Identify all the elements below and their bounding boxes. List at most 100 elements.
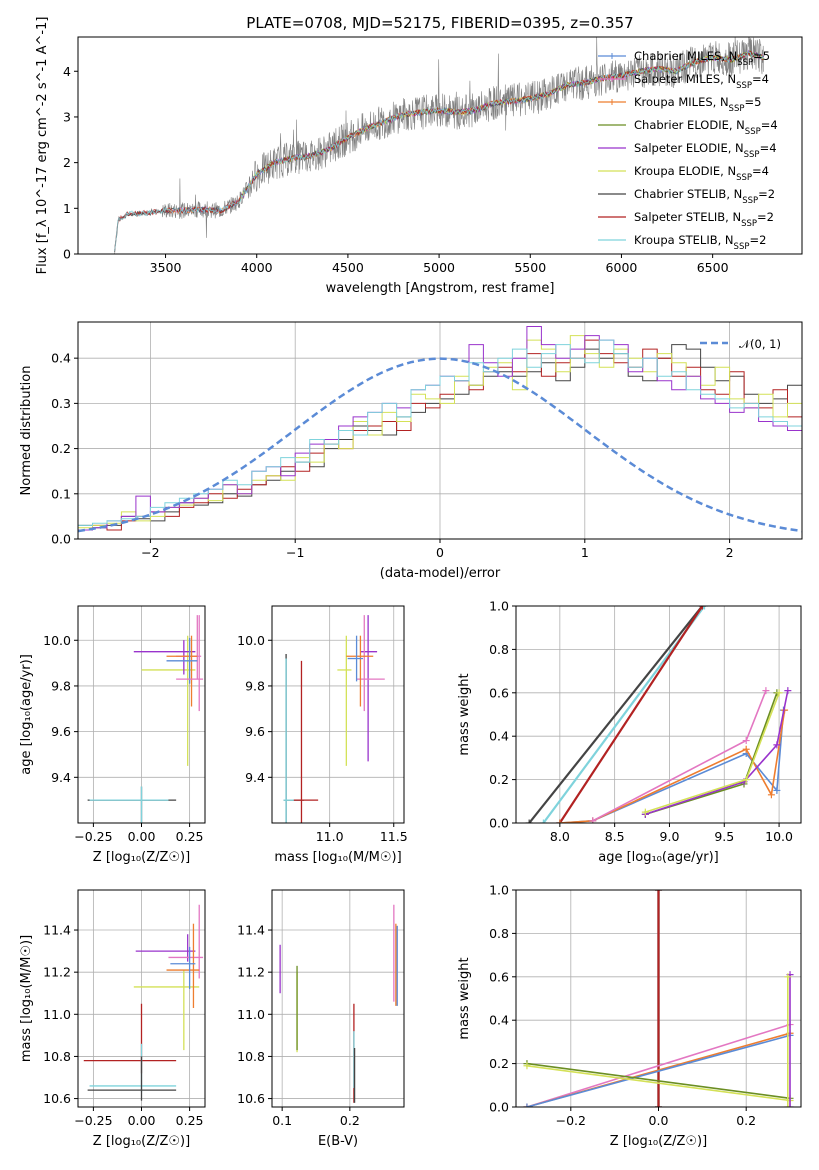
spectrum-xtick-label-2: 4500 [332, 260, 364, 275]
mass_vs_ebv-ytick-label-1: 10.8 [237, 1049, 265, 1064]
mass_vs_Z-ytick-label-0: 10.6 [43, 1091, 71, 1106]
weight_vs_age-marker-salpeter_elodie-7-3 [784, 687, 792, 695]
age_vs_Z-xtick-label-2: 0.25 [176, 829, 204, 844]
mass_vs_Z-xtick-label-1: 0.00 [128, 1113, 156, 1128]
weight_vs_age-marker-kroupa_stelib-1-0 [539, 819, 547, 823]
residuals-panel: 𝒩(0, 1) −2 −1 0 1 2 0.0 0.1 0.2 0.3 0.4 (data-model… [19, 321, 803, 581]
weight_vs_age-line-salpeter_stelib-2 [558, 606, 704, 823]
gaussian-curve [78, 357, 802, 533]
weight_vs_age-marker-chabrier_miles-3-3 [773, 786, 781, 794]
spectrum-xtick-label-5: 6000 [606, 260, 638, 275]
weight_vs_Z-ytick-label-3: 0.6 [489, 969, 509, 984]
legend-marker-kroupa_miles [609, 99, 615, 105]
residuals-xtick-label-4: 2 [726, 545, 734, 560]
residuals-ytick-label-0: 0.0 [51, 532, 71, 547]
spectrum-xlabel: wavelength [Angstrom, rest frame] [326, 281, 555, 296]
spectrum-xtick-label-3: 5000 [423, 260, 455, 275]
weight_vs_age-panel: 8.0 8.5 9.0 9.5 10.0 0.0 0.2 0.4 0.6 0.8 1.0 age [l… [457, 599, 802, 865]
age_vs_mass-ytick-label-3: 10.0 [237, 633, 265, 648]
residuals-xtick-label-2: 0 [436, 545, 444, 560]
residuals-xlabel: (data-model)/error [380, 566, 501, 581]
age_vs_mass-xlabel: mass [log₁₀(M/M☉)] [274, 850, 401, 865]
weight_vs_age-ytick-label-3: 0.6 [489, 685, 509, 700]
residuals-xtick-label-3: 1 [581, 545, 589, 560]
spectrum-ytick-label-1: 1 [63, 201, 71, 216]
weight_vs_age-marker-kroupa_elodie-8-1 [742, 776, 750, 784]
weight_vs_age-marker-salpeter_stelib-2-1 [698, 606, 706, 610]
spectrum-frame [77, 36, 803, 255]
weight_vs_Z-xtick-label-1: 0.0 [649, 1113, 669, 1128]
residuals-ylabel: Normed distribution [19, 366, 34, 496]
spectrum-ytick-label-2: 2 [63, 155, 71, 170]
weight_vs_age-xtick-label-4: 10.0 [765, 829, 793, 844]
legend-marker-salpeter_miles [609, 76, 615, 82]
weight_vs_age-marker-kroupa_miles-4-0 [556, 819, 564, 823]
weight_vs_Z-line-salpeter_miles-3 [526, 1023, 791, 1107]
weight_vs_Z-marker-salpeter_stelib-2-0 [655, 1103, 662, 1107]
age_vs_mass-ytick-label-1: 9.6 [245, 724, 265, 739]
weight_vs_Z-marker-kroupa_elodie-7-0 [523, 1062, 531, 1070]
mass_vs_Z-xtick-label-2: 0.25 [176, 1113, 204, 1128]
weight_vs_age-marker-chabrier_stelib-0-0 [525, 819, 533, 823]
weight_vs_age-marker-salpeter_miles-5-2 [762, 687, 770, 695]
weight_vs_age-ytick-label-4: 0.8 [489, 642, 509, 657]
weight_vs_age-ytick-label-2: 0.4 [489, 729, 509, 744]
residuals-xtick-label-1: −1 [286, 545, 304, 560]
residuals-ytick-label-3: 0.3 [51, 396, 71, 411]
residuals-ytick-label-1: 0.1 [51, 486, 71, 501]
mass_vs_Z-xlabel: Z [log₁₀(Z/Z☉)] [93, 1134, 190, 1149]
spectrum-ytick-label-4: 4 [63, 64, 71, 79]
mass_vs_ebv-panel: 0.1 0.2 10.6 10.8 11.0 11.2 11.4 E(B-V) [237, 889, 405, 1149]
mass_vs_Z-xtick-label-0: −0.25 [74, 1113, 112, 1128]
mass_vs_Z-ylabel: mass [log₁₀(M/M☉)] [19, 935, 34, 1062]
mass_vs_ebv-ytick-label-0: 10.6 [237, 1091, 265, 1106]
weight_vs_Z-ylabel: mass weight [457, 957, 472, 1039]
age_vs_mass-xtick-label-1: 11.0 [316, 829, 344, 844]
weight_vs_Z-xtick-label-2: 0.2 [736, 1113, 756, 1128]
weight_vs_age-ytick-label-1: 0.2 [489, 772, 509, 787]
mass_vs_ebv-ytick-label-4: 11.4 [237, 923, 265, 938]
age_vs_mass-xtick-label-2: 11.5 [380, 829, 408, 844]
spectrum-xtick-label-0: 3500 [150, 260, 182, 275]
age_vs_mass-frame [271, 605, 405, 824]
weight_vs_Z-ytick-label-0: 0.0 [489, 1100, 509, 1115]
residual-hist-kroupa_stelib [78, 339, 802, 539]
weight_vs_age-marker-kroupa_miles-4-3 [767, 791, 775, 799]
spectrum-model-kroupa_stelib [114, 50, 764, 252]
mass_vs_Z-plot-area [83, 904, 204, 1101]
weight_vs_age-marker-salpeter_miles-5-0 [589, 817, 597, 823]
weight_vs_age-xtick-label-1: 8.5 [605, 829, 625, 844]
mass_vs_ebv-xtick-label-1: 0.2 [340, 1113, 360, 1128]
weight_vs_age-marker-salpeter_elodie-7-2 [773, 741, 781, 749]
age_vs_Z-xtick-label-1: 0.00 [128, 829, 156, 844]
mass_vs_Z-ytick-label-1: 10.8 [43, 1049, 71, 1064]
mass_vs_Z-ytick-label-4: 11.4 [43, 923, 71, 938]
spectrum-ytick-label-3: 3 [63, 109, 71, 124]
weight_vs_Z-ytick-label-5: 1.0 [489, 883, 509, 898]
weight_vs_Z-ytick-label-1: 0.2 [489, 1056, 509, 1071]
weight_vs_age-ylabel: mass weight [457, 673, 472, 755]
weight_vs_Z-marker-salpeter_elodie-8-0 [786, 1103, 794, 1107]
weight_vs_Z-marker-chabrier_miles-5-0 [523, 1103, 531, 1107]
age_vs_Z-ylabel: age [log₁₀(age/yr)] [19, 654, 34, 775]
age_vs_Z-ytick-label-3: 10.0 [43, 633, 71, 648]
weight_vs_Z-ytick-label-4: 0.8 [489, 926, 509, 941]
age_vs_Z-ytick-label-2: 9.8 [51, 678, 71, 693]
spectrum-xtick-label-1: 4000 [241, 260, 273, 275]
weight_vs_age-ytick-label-0: 0.0 [489, 816, 509, 831]
weight_vs_age-line-salpeter_elodie-7 [645, 690, 789, 816]
weight_vs_age-marker-salpeter_miles-5-1 [742, 737, 750, 745]
weight_vs_Z-xtick-label-0: −0.2 [556, 1113, 586, 1128]
weight_vs_Z-line-chabrier_elodie-6 [526, 1062, 791, 1100]
weight_vs_age-line-chabrier_stelib-0 [528, 606, 704, 823]
weight_vs_age-marker-kroupa_elodie-8-2 [775, 689, 783, 697]
weight_vs_age-xlabel: age [log₁₀(age/yr)] [598, 850, 719, 865]
weight_vs_Z-marker-salpeter_stelib-2-1 [655, 890, 662, 894]
age_vs_Z-xlabel: Z [log₁₀(Z/Z☉)] [93, 850, 190, 865]
weight_vs_age-ytick-label-5: 1.0 [489, 599, 509, 614]
weight_vs_Z-xlabel: Z [log₁₀(Z/Z☉)] [610, 1134, 707, 1149]
weight_vs_age-xtick-label-2: 9.0 [660, 829, 680, 844]
spectrum-ytick-label-0: 0 [63, 247, 71, 262]
weight_vs_age-marker-kroupa_elodie-8-0 [641, 808, 649, 816]
